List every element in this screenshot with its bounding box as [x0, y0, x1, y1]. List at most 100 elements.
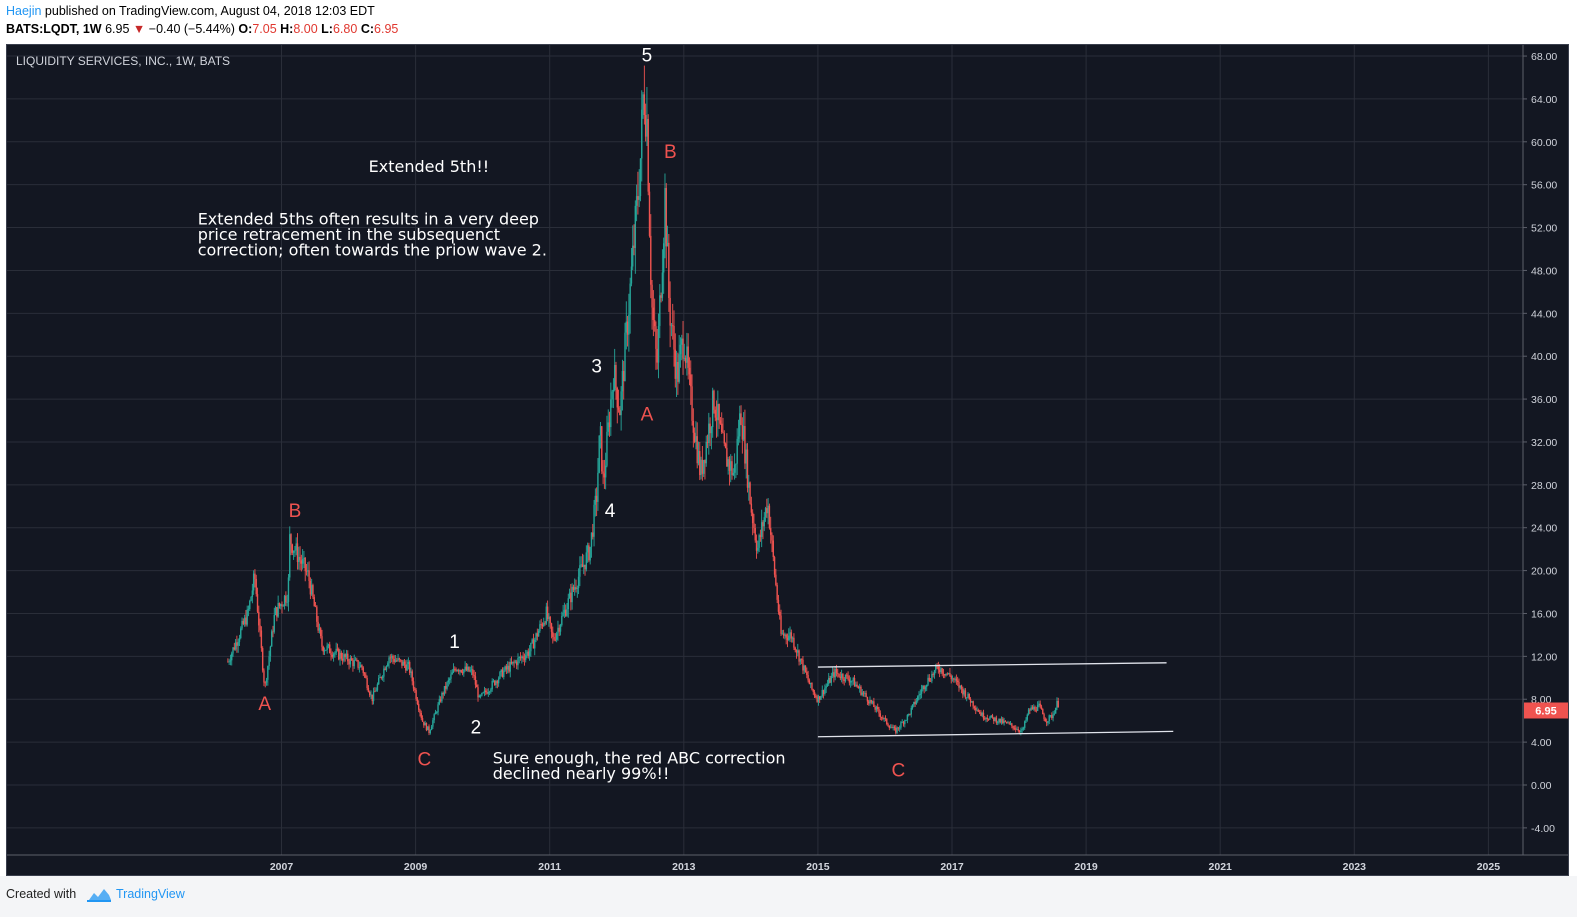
candle-body [370, 694, 372, 696]
candle-body [780, 615, 782, 634]
candle-body [371, 694, 373, 702]
candle-body [359, 665, 362, 668]
candle-body [615, 364, 617, 388]
candle-body [577, 576, 580, 589]
candle-body [330, 653, 332, 655]
price-chart[interactable]: 68.0064.0060.0056.0052.0048.0044.0040.00… [7, 45, 1568, 875]
tradingview-link[interactable]: TradingView [116, 887, 185, 901]
candle-body [579, 565, 581, 577]
candle-body [610, 399, 612, 428]
candle-body [394, 660, 397, 662]
candle-body [229, 660, 232, 662]
candle-body [269, 646, 272, 657]
down-arrow-icon: ▼ [132, 22, 146, 36]
candle-body [255, 578, 257, 595]
candle-body [411, 671, 413, 682]
candle-body [940, 668, 942, 673]
candle-body [353, 660, 355, 667]
candle-body [564, 609, 567, 616]
candle-body [815, 695, 817, 698]
candle-body [717, 404, 719, 421]
candle-body [594, 495, 597, 505]
candle-body [964, 690, 967, 698]
candle-body [345, 653, 348, 658]
candle-body [901, 721, 903, 723]
candle-body [1026, 714, 1029, 720]
candle-body [501, 669, 504, 677]
candle-body [822, 689, 825, 694]
candle-body [294, 550, 296, 552]
candle-body [972, 701, 974, 707]
candle-body [768, 505, 771, 529]
candle-body [597, 472, 599, 502]
candle-body [847, 675, 849, 680]
wave-label: A [258, 694, 271, 715]
candle-body [989, 717, 991, 720]
candle-body [693, 432, 696, 443]
candle-body [715, 417, 718, 421]
candle-body [323, 650, 326, 652]
candle-body [228, 661, 230, 663]
candle-body [443, 685, 446, 695]
candle-body [914, 701, 916, 705]
price-change: −0.40 (−5.44%) [148, 22, 235, 36]
candle-body [447, 680, 450, 683]
candle-body [626, 321, 629, 335]
candle-body [1021, 728, 1023, 731]
candle-body [643, 94, 646, 116]
y-tick-label: 44.00 [1531, 308, 1557, 320]
candle-body [531, 639, 533, 643]
candle-body [802, 659, 804, 671]
candle-body [771, 534, 773, 541]
candle-body [558, 627, 560, 632]
author-link[interactable]: Haejin [6, 4, 42, 18]
candle-body [647, 119, 649, 192]
candle-body [839, 676, 842, 679]
candle-body [910, 707, 912, 715]
candle-body [278, 602, 281, 607]
candle-body [331, 654, 334, 657]
candle-body [457, 670, 460, 672]
candle-body [878, 709, 880, 714]
candle-body [821, 689, 823, 697]
chart-pane[interactable]: 68.00 64.00 60.00 56.00 52.00 48.00 44.00 40.00… [6, 44, 1569, 876]
candle-body [987, 719, 990, 720]
candle-body [570, 592, 572, 603]
candle-body [861, 692, 863, 695]
candle-body [889, 727, 892, 729]
candle-body [317, 621, 319, 631]
candle-body [1013, 728, 1016, 730]
candle-body [865, 693, 867, 697]
wave-label: 2 [471, 718, 482, 739]
candle-body [900, 722, 902, 728]
candle-body [753, 523, 755, 528]
candle-body [612, 390, 615, 392]
candle-body [679, 344, 682, 355]
candle-body [1002, 718, 1004, 724]
note-text: correction; often towards the priow wave… [198, 240, 547, 259]
candle-body [598, 435, 600, 473]
candle-body [264, 682, 266, 684]
candle-body [232, 647, 234, 654]
candle-body [985, 717, 987, 719]
candle-body [700, 459, 702, 476]
candle-body [830, 675, 833, 683]
candle-body [280, 604, 282, 607]
candle-body [887, 724, 889, 726]
candle-body [357, 660, 359, 668]
candle-body [438, 699, 441, 705]
candle-body [849, 681, 852, 683]
candle-body [623, 370, 625, 382]
candle-body [994, 717, 996, 722]
y-tick-label: 60.00 [1531, 137, 1557, 149]
candle-body [708, 423, 710, 443]
candle-body [687, 346, 689, 368]
candle-body [376, 684, 379, 691]
candle-body [656, 348, 658, 363]
candle-body [864, 693, 866, 694]
candle-body [419, 709, 421, 714]
candle-body [461, 672, 464, 674]
candle-body [702, 460, 705, 474]
candle-body [571, 586, 573, 603]
candle-body [856, 684, 858, 687]
